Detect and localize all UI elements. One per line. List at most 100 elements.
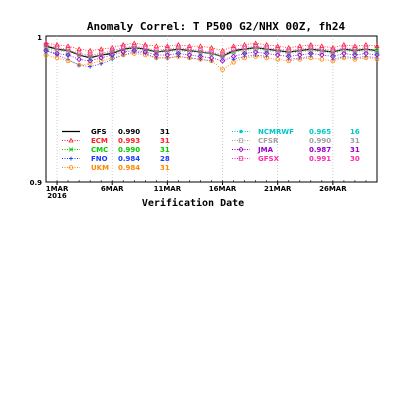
data-point bbox=[187, 55, 192, 61]
data-point bbox=[120, 52, 126, 58]
data-point bbox=[297, 49, 302, 55]
data-point bbox=[87, 47, 93, 53]
data-point bbox=[253, 46, 258, 52]
legend-item-ukm: UKM 0.984 31 bbox=[62, 164, 170, 172]
legend-name: GFS bbox=[91, 128, 107, 136]
data-point bbox=[220, 67, 225, 72]
data-point bbox=[231, 59, 236, 65]
data-point bbox=[242, 48, 247, 53]
data-point bbox=[187, 49, 192, 55]
data-point bbox=[230, 53, 237, 60]
data-point bbox=[208, 55, 215, 61]
data-point bbox=[209, 49, 214, 55]
data-point bbox=[175, 50, 182, 57]
data-point bbox=[98, 58, 104, 64]
data-point bbox=[198, 48, 203, 53]
legend-count: 31 bbox=[350, 137, 360, 145]
legend-mean: 0.990 bbox=[118, 128, 140, 136]
data-point bbox=[363, 48, 369, 53]
series-line bbox=[45, 42, 378, 52]
x-tick-sublabel: 2016 bbox=[47, 192, 67, 200]
data-point bbox=[120, 49, 126, 55]
data-point bbox=[330, 48, 336, 53]
legend-name: ECM bbox=[91, 137, 108, 145]
chart-title: Anomaly Correl: T P500 G2/NHX 00Z, fh24 bbox=[87, 20, 346, 33]
legend-mean: 0.984 bbox=[118, 155, 140, 163]
data-point bbox=[77, 63, 82, 68]
data-point bbox=[264, 48, 269, 53]
data-point bbox=[186, 52, 193, 58]
data-point bbox=[43, 42, 49, 47]
data-point bbox=[43, 47, 49, 54]
data-point bbox=[275, 46, 280, 52]
legend-mean: 0.990 bbox=[309, 137, 331, 145]
legend-name: NCMRWF bbox=[258, 128, 294, 136]
data-point bbox=[242, 45, 247, 50]
data-point bbox=[297, 52, 303, 58]
legend-item-gfsx: GFSX 0.991 30 bbox=[232, 155, 360, 163]
data-point bbox=[165, 55, 170, 61]
data-point bbox=[239, 129, 243, 134]
data-point bbox=[341, 50, 347, 57]
data-point bbox=[374, 52, 380, 58]
legend-count: 31 bbox=[160, 128, 170, 136]
data-point bbox=[65, 52, 71, 58]
data-point bbox=[209, 58, 214, 64]
series-line bbox=[45, 50, 212, 68]
legend-count: 31 bbox=[160, 146, 170, 154]
series-gfsx bbox=[43, 42, 369, 58]
data-point bbox=[197, 43, 204, 49]
data-point bbox=[330, 53, 336, 60]
y-tick-top: 1 bbox=[37, 34, 42, 42]
data-point bbox=[76, 62, 82, 68]
data-point bbox=[154, 48, 159, 53]
data-point bbox=[68, 165, 74, 170]
data-point bbox=[76, 56, 82, 63]
data-point bbox=[165, 49, 170, 55]
data-point bbox=[121, 45, 126, 50]
data-point bbox=[54, 50, 60, 57]
data-point bbox=[154, 55, 159, 61]
data-point bbox=[319, 49, 325, 55]
data-point bbox=[219, 58, 226, 64]
legend-item-ecm: ECM 0.993 31 bbox=[62, 137, 170, 145]
data-point bbox=[341, 48, 347, 53]
data-point bbox=[110, 54, 114, 59]
legend-item-jma: JMA 0.987 31 bbox=[232, 146, 360, 154]
data-point bbox=[187, 46, 192, 52]
data-point bbox=[176, 45, 181, 50]
data-point bbox=[308, 50, 314, 57]
data-point bbox=[54, 48, 60, 53]
data-point bbox=[164, 52, 171, 58]
data-point bbox=[330, 51, 336, 56]
data-point bbox=[87, 52, 93, 58]
data-point bbox=[374, 49, 380, 55]
data-point bbox=[110, 48, 115, 53]
data-point bbox=[87, 58, 93, 64]
legend-name: GFSX bbox=[258, 155, 280, 163]
data-point bbox=[341, 45, 347, 50]
data-point bbox=[297, 46, 302, 52]
data-point bbox=[68, 137, 74, 143]
data-point bbox=[286, 51, 291, 56]
legend-count: 28 bbox=[160, 155, 170, 163]
x-tick-label: 6MAR bbox=[101, 185, 124, 193]
data-point bbox=[153, 43, 160, 49]
data-point bbox=[142, 49, 149, 55]
data-point bbox=[363, 45, 369, 50]
data-point bbox=[352, 49, 358, 55]
data-point bbox=[274, 52, 281, 58]
data-point bbox=[208, 44, 215, 50]
legend-name: CMC bbox=[91, 146, 108, 154]
legend-mean: 0.990 bbox=[118, 146, 140, 154]
legend-name: UKM bbox=[91, 164, 109, 172]
series-layer bbox=[43, 40, 380, 72]
x-tick-label: 21MAR bbox=[264, 185, 292, 193]
data-point bbox=[286, 48, 291, 53]
series-jma bbox=[43, 47, 380, 64]
legend-count: 31 bbox=[160, 164, 170, 172]
legend-mean: 0.991 bbox=[309, 155, 331, 163]
data-point bbox=[69, 156, 73, 161]
data-point bbox=[241, 50, 248, 57]
data-point bbox=[98, 51, 104, 56]
